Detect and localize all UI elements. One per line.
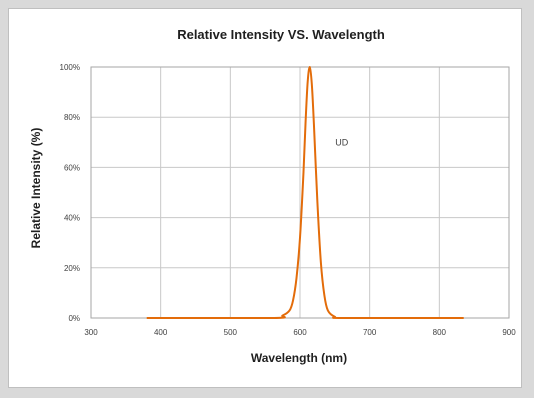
y-axis-title: Relative Intensity (%) — [29, 128, 43, 249]
y-tick-label: 20% — [64, 264, 80, 273]
x-tick-label: 700 — [363, 328, 377, 337]
chart-title: Relative Intensity VS. Wavelength — [177, 27, 385, 42]
y-tick-label: 0% — [68, 314, 80, 323]
chart-frame: Relative Intensity VS. Wavelength 300 400… — [8, 8, 522, 388]
x-tick-label: 900 — [502, 328, 516, 337]
grid-layer — [90, 66, 510, 319]
tick-layer: 300 400 500 600 700 800 900 0% 20% 40% 60% 80% 100% — [60, 63, 517, 337]
spectrum-series-line — [146, 65, 464, 319]
x-tick-label: 500 — [224, 328, 238, 337]
y-tick-label: 100% — [60, 63, 80, 72]
plot-area-border — [90, 66, 510, 319]
chart-svg: Relative Intensity VS. Wavelength 300 400… — [29, 27, 517, 365]
y-tick-label: 80% — [64, 113, 80, 122]
y-tick-label: 40% — [64, 214, 80, 223]
series-annotation-label: UD — [335, 137, 348, 147]
series-layer — [146, 65, 464, 319]
x-tick-label: 600 — [293, 328, 307, 337]
x-tick-label: 800 — [433, 328, 447, 337]
x-tick-label: 400 — [154, 328, 168, 337]
x-tick-label: 300 — [84, 328, 98, 337]
y-tick-label: 60% — [64, 163, 80, 172]
x-axis-title: Wavelength (nm) — [251, 351, 347, 365]
